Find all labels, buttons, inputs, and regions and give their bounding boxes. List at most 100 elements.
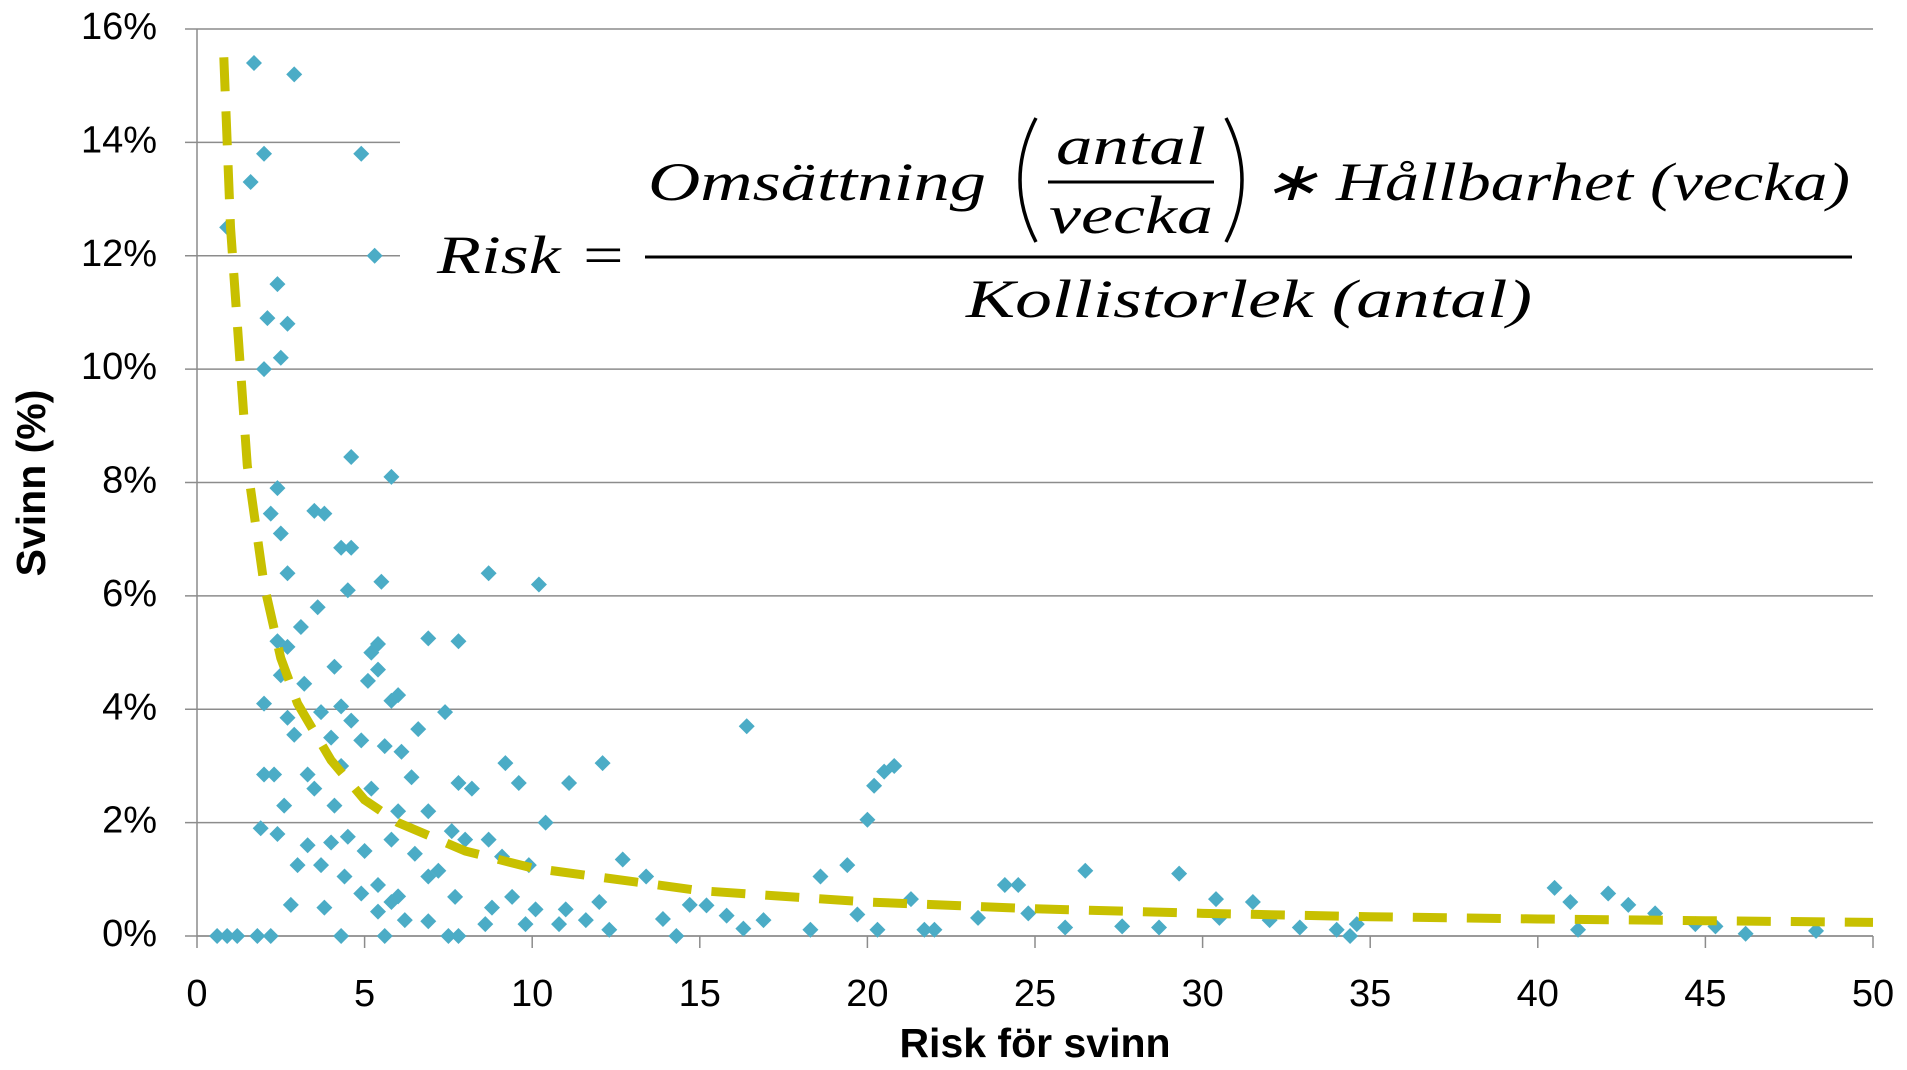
point — [299, 837, 316, 854]
point — [259, 310, 276, 327]
point — [802, 921, 819, 938]
point — [1328, 921, 1345, 938]
point — [1737, 925, 1754, 942]
x-tick-label: 35 — [1349, 973, 1391, 1015]
y-tick-label: 8% — [102, 460, 157, 502]
trend-line — [219, 57, 1874, 927]
point — [859, 811, 876, 828]
point — [370, 903, 387, 920]
point — [323, 834, 340, 851]
point — [1151, 919, 1168, 936]
point — [383, 692, 400, 709]
point — [406, 845, 423, 862]
point — [1600, 885, 1617, 902]
point — [839, 857, 856, 874]
x-axis-title: Risk för svinn — [899, 1020, 1170, 1066]
formula-denominator: Kollistorlek (antal) — [965, 269, 1532, 329]
point — [393, 743, 410, 760]
point — [252, 820, 269, 837]
point — [443, 823, 460, 840]
point — [420, 868, 437, 885]
point — [339, 582, 356, 599]
point — [286, 66, 303, 83]
x-tick-label: 5 — [354, 973, 375, 1015]
point — [866, 777, 883, 794]
point — [755, 912, 772, 929]
point — [996, 876, 1013, 893]
y-tick-label: 4% — [102, 686, 157, 728]
point — [849, 906, 866, 923]
point — [594, 755, 611, 772]
point — [353, 732, 370, 749]
point — [289, 857, 306, 874]
point — [262, 505, 279, 522]
marks — [209, 55, 1874, 944]
point — [480, 831, 497, 848]
point — [256, 766, 273, 783]
point — [242, 174, 259, 191]
point — [477, 916, 494, 933]
point — [1570, 921, 1587, 938]
paren-right — [1224, 117, 1244, 243]
point — [292, 619, 309, 636]
point — [376, 738, 393, 755]
point — [316, 899, 333, 916]
point — [343, 448, 360, 465]
y-tick-label: 6% — [102, 573, 157, 615]
point — [279, 565, 296, 582]
point — [249, 928, 266, 944]
point — [517, 916, 534, 933]
x-tick-label: 45 — [1684, 973, 1726, 1015]
point — [279, 709, 296, 726]
point — [383, 831, 400, 848]
point — [420, 913, 437, 930]
x-tick-label: 25 — [1014, 973, 1056, 1015]
point — [272, 349, 289, 366]
point — [1342, 928, 1359, 944]
point — [363, 780, 380, 797]
y-tick-label: 12% — [81, 233, 157, 275]
point — [343, 712, 360, 729]
point — [356, 842, 373, 859]
point — [313, 857, 330, 874]
point — [812, 868, 829, 885]
point — [1077, 862, 1094, 879]
point — [276, 797, 293, 814]
point — [1562, 893, 1579, 910]
formula-inner-bottom: vecka — [1049, 185, 1213, 245]
point — [561, 774, 578, 791]
point — [316, 505, 333, 522]
point — [279, 315, 296, 332]
point — [1114, 918, 1131, 935]
point — [654, 910, 671, 927]
point — [313, 704, 330, 721]
point — [229, 928, 246, 944]
point — [530, 576, 547, 593]
point — [420, 630, 437, 647]
point — [463, 780, 480, 797]
point — [209, 928, 226, 944]
point — [370, 661, 387, 678]
point — [299, 766, 316, 783]
formula-lhs: Risk = — [436, 225, 627, 285]
point — [333, 539, 350, 556]
x-tick-label: 40 — [1517, 973, 1559, 1015]
point — [876, 763, 893, 780]
point — [326, 658, 343, 675]
formula-numerator-left: Omsättning — [648, 152, 986, 212]
point — [256, 361, 273, 378]
point — [1546, 879, 1563, 896]
point — [447, 888, 464, 905]
point — [383, 468, 400, 485]
formula-inner-top: antal — [1056, 116, 1206, 176]
point — [326, 797, 343, 814]
point — [440, 928, 457, 944]
point — [306, 780, 323, 797]
point — [450, 633, 467, 650]
point — [333, 928, 350, 944]
point — [577, 912, 594, 929]
point — [601, 921, 618, 938]
point — [480, 565, 497, 582]
